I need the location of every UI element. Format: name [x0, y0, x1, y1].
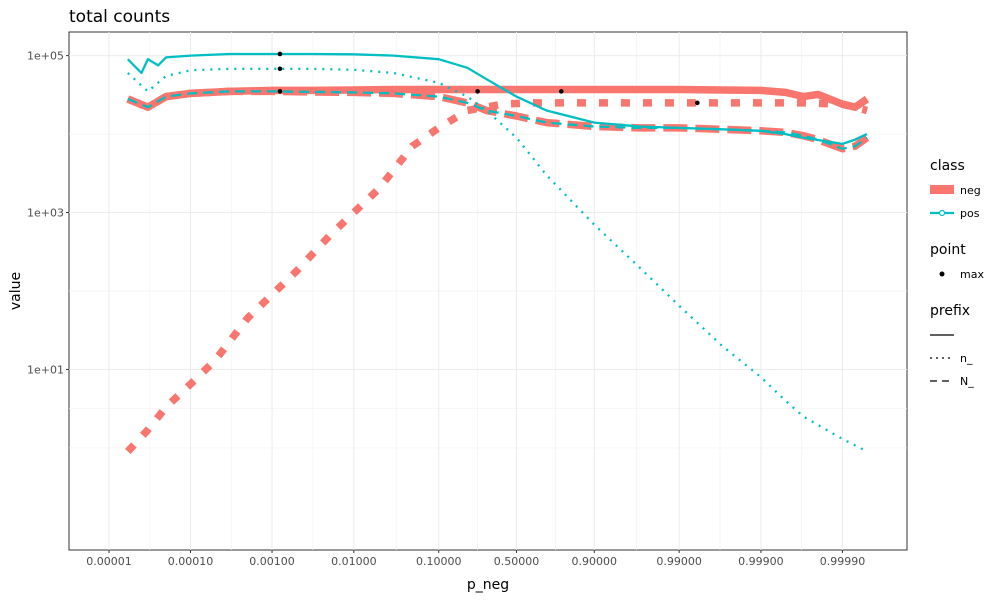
max-point — [277, 51, 283, 57]
legend-title-point: point — [930, 242, 966, 258]
legend-label: N_ — [960, 375, 974, 388]
x-tick-label: 0.99990 — [820, 555, 866, 568]
max-points-layer — [277, 51, 700, 106]
x-tick-label: 0.01000 — [331, 555, 377, 568]
legend-label: pos — [960, 207, 980, 220]
max-point — [558, 89, 564, 94]
legend-title-class: class — [930, 158, 965, 174]
x-tick-label: 0.10000 — [416, 555, 462, 568]
y-tick-label: 1e+03 — [27, 207, 64, 220]
x-tick-label: 0.90000 — [572, 555, 618, 568]
x-axis-title: p_neg — [467, 577, 509, 593]
y-tick-label: 1e+05 — [27, 50, 64, 63]
x-tick-label: 0.50000 — [494, 555, 540, 568]
series-neg-n-line — [125, 99, 869, 455]
legend-title-prefix: prefix — [930, 303, 970, 319]
chart-title: total counts — [69, 7, 170, 27]
series-pos-total-line — [126, 52, 868, 146]
max-point — [277, 66, 283, 72]
y-axis-title: value — [8, 272, 24, 310]
legend: class neg pos point max prefix n_ N_ — [930, 158, 984, 388]
max-point — [277, 89, 283, 94]
x-tick-label: 0.99900 — [738, 555, 784, 568]
minor-gridlines — [69, 32, 907, 550]
x-axis-ticks: 0.00001 0.00010 0.00100 0.01000 0.10000 0.500… — [86, 550, 865, 568]
y-axis-ticks: 1e+01 1e+03 1e+05 — [27, 50, 69, 376]
legend-label: neg — [960, 184, 981, 197]
legend-key-neg — [930, 185, 954, 194]
x-tick-label: 0.00100 — [249, 555, 295, 568]
legend-label: n_ — [960, 352, 973, 365]
x-tick-label: 0.00001 — [86, 555, 132, 568]
x-tick-label: 0.99000 — [656, 555, 702, 568]
series-neg-N-line — [126, 87, 870, 153]
x-tick-label: 0.00010 — [168, 555, 214, 568]
legend-label: max — [960, 268, 984, 281]
legend-key-pos-marker — [938, 209, 946, 217]
max-point — [475, 89, 480, 94]
max-point — [695, 100, 700, 106]
series-layer — [125, 52, 870, 455]
legend-key-max — [939, 271, 945, 277]
y-tick-label: 1e+01 — [27, 363, 64, 376]
